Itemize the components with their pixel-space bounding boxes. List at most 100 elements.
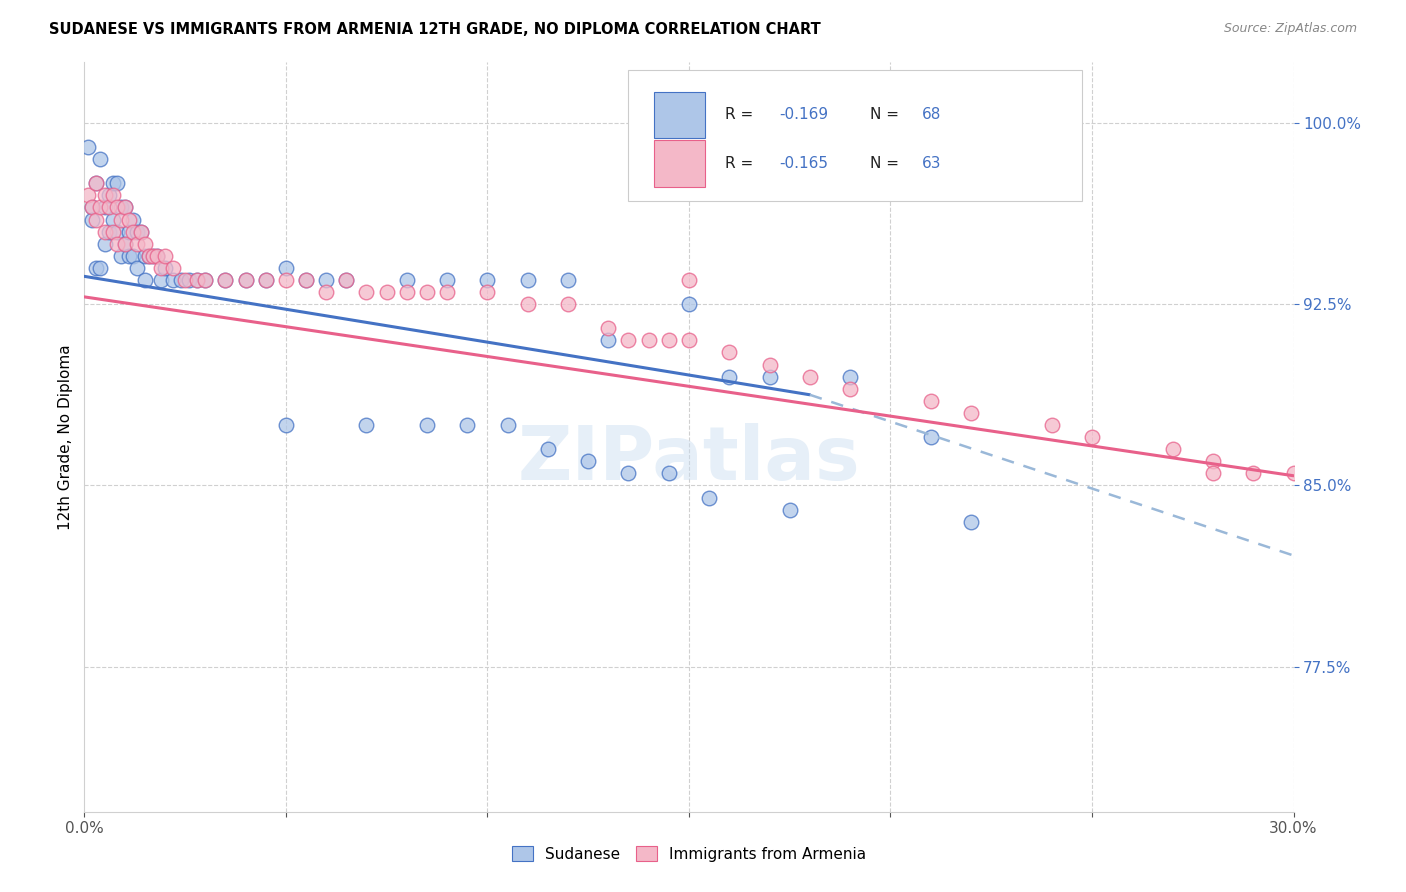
Point xyxy=(186,273,208,287)
Point xyxy=(125,236,148,251)
Point xyxy=(149,260,172,275)
Point xyxy=(93,188,115,202)
Point xyxy=(920,430,942,444)
Point xyxy=(960,515,983,529)
Point xyxy=(194,273,217,287)
Point xyxy=(101,176,124,190)
Point xyxy=(1202,454,1225,468)
Point xyxy=(138,249,160,263)
Point xyxy=(77,188,100,202)
Point xyxy=(839,369,862,384)
Point xyxy=(179,273,201,287)
Y-axis label: 12th Grade, No Diploma: 12th Grade, No Diploma xyxy=(58,344,73,530)
Point xyxy=(110,249,132,263)
Point xyxy=(295,273,318,287)
Point xyxy=(758,358,780,372)
Point xyxy=(105,201,128,215)
Point xyxy=(416,417,439,432)
Point xyxy=(678,334,700,348)
Point xyxy=(557,273,579,287)
Point xyxy=(82,201,104,215)
Point xyxy=(799,369,821,384)
Point xyxy=(194,273,217,287)
FancyBboxPatch shape xyxy=(628,70,1083,201)
Point xyxy=(146,249,169,263)
Point xyxy=(335,273,357,287)
Point xyxy=(142,249,165,263)
Point xyxy=(617,334,640,348)
Point xyxy=(658,467,681,481)
Point xyxy=(162,260,184,275)
Point xyxy=(758,369,780,384)
Point xyxy=(920,393,942,408)
Point xyxy=(93,236,115,251)
Point xyxy=(97,225,120,239)
Point xyxy=(1161,442,1184,457)
Point xyxy=(118,249,141,263)
Point xyxy=(416,285,439,299)
FancyBboxPatch shape xyxy=(654,92,704,138)
Point xyxy=(375,285,398,299)
Point xyxy=(97,188,120,202)
Point xyxy=(678,273,700,287)
Point xyxy=(89,260,111,275)
Point xyxy=(718,369,741,384)
Point xyxy=(274,260,297,275)
Point xyxy=(537,442,560,457)
Point xyxy=(1081,430,1104,444)
Point xyxy=(134,236,156,251)
Point xyxy=(718,345,741,359)
Point xyxy=(1202,467,1225,481)
Point xyxy=(93,225,115,239)
Point xyxy=(82,212,104,227)
Point xyxy=(93,201,115,215)
Point xyxy=(114,236,136,251)
Text: -0.169: -0.169 xyxy=(780,107,828,122)
Text: N =: N = xyxy=(870,156,904,171)
Point xyxy=(121,212,143,227)
Point xyxy=(125,260,148,275)
FancyBboxPatch shape xyxy=(654,140,704,186)
Point xyxy=(356,285,378,299)
Point xyxy=(129,225,152,239)
Point xyxy=(395,285,418,299)
Point xyxy=(77,140,100,154)
Point xyxy=(598,334,620,348)
Point xyxy=(162,273,184,287)
Point xyxy=(118,212,141,227)
Point xyxy=(118,225,141,239)
Point xyxy=(138,249,160,263)
Point xyxy=(576,454,599,468)
Point xyxy=(477,273,499,287)
Point xyxy=(89,152,111,166)
Point xyxy=(101,212,124,227)
Point xyxy=(235,273,257,287)
Point xyxy=(114,201,136,215)
Point xyxy=(153,260,176,275)
Text: ZIPatlas: ZIPatlas xyxy=(517,423,860,496)
Point xyxy=(86,176,108,190)
Text: N =: N = xyxy=(870,107,904,122)
Point xyxy=(335,273,357,287)
Point xyxy=(1241,467,1264,481)
Point xyxy=(86,212,108,227)
Point xyxy=(186,273,208,287)
Point xyxy=(779,502,801,516)
Text: 63: 63 xyxy=(922,156,942,171)
Point xyxy=(678,297,700,311)
Legend: Sudanese, Immigrants from Armenia: Sudanese, Immigrants from Armenia xyxy=(505,839,873,868)
Point xyxy=(598,321,620,335)
Point xyxy=(142,249,165,263)
Point xyxy=(1282,467,1305,481)
Point xyxy=(86,260,108,275)
Text: R =: R = xyxy=(725,156,758,171)
Point xyxy=(557,297,579,311)
Point xyxy=(456,417,478,432)
Text: SUDANESE VS IMMIGRANTS FROM ARMENIA 12TH GRADE, NO DIPLOMA CORRELATION CHART: SUDANESE VS IMMIGRANTS FROM ARMENIA 12TH… xyxy=(49,22,821,37)
Point xyxy=(697,491,720,505)
Point xyxy=(637,334,659,348)
Point xyxy=(617,467,640,481)
Text: -0.165: -0.165 xyxy=(780,156,828,171)
Point xyxy=(121,225,143,239)
Point xyxy=(110,212,132,227)
